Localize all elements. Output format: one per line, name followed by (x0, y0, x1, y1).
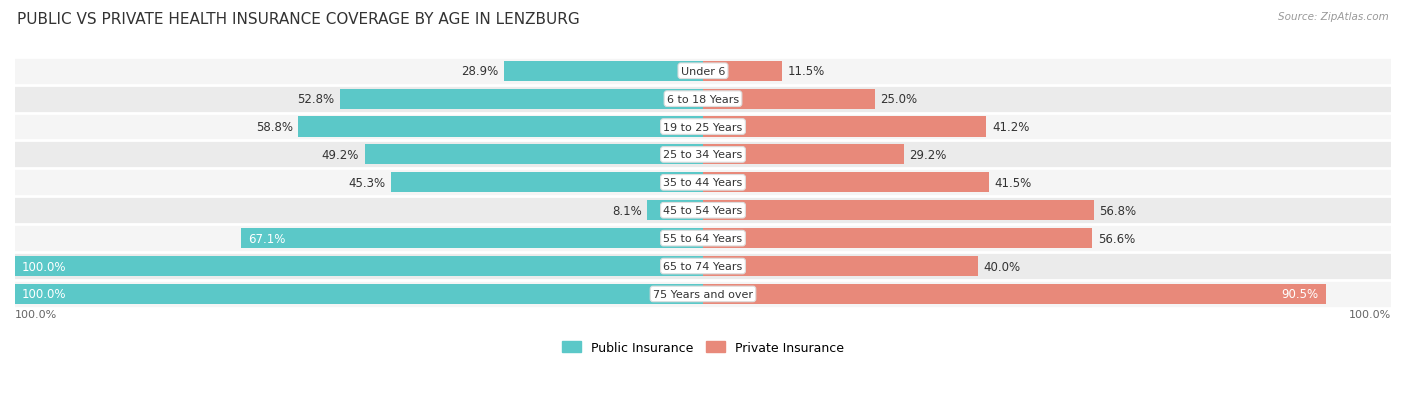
Bar (703, 89, 875, 109)
Text: 28.9%: 28.9% (461, 65, 499, 78)
Text: 90.5%: 90.5% (1282, 288, 1319, 301)
Text: 100.0%: 100.0% (15, 309, 58, 320)
Text: 25 to 34 Years: 25 to 34 Years (664, 150, 742, 160)
Bar (15, 141, 1391, 169)
Bar (15, 58, 1391, 85)
Text: 45 to 54 Years: 45 to 54 Years (664, 206, 742, 216)
Bar (364, 145, 703, 165)
Bar (15, 252, 1391, 280)
Text: Source: ZipAtlas.com: Source: ZipAtlas.com (1278, 12, 1389, 22)
Text: 8.1%: 8.1% (612, 204, 641, 217)
Bar (15, 256, 703, 276)
Text: 41.5%: 41.5% (994, 176, 1031, 190)
Bar (15, 197, 1391, 225)
Text: 100.0%: 100.0% (22, 260, 66, 273)
Bar (703, 62, 782, 82)
Bar (15, 225, 1391, 252)
Bar (703, 201, 1094, 221)
Bar (15, 113, 1391, 141)
Text: 75 Years and over: 75 Years and over (652, 289, 754, 299)
Bar (15, 85, 1391, 113)
Text: 58.8%: 58.8% (256, 121, 292, 134)
Text: 67.1%: 67.1% (249, 232, 285, 245)
Bar (298, 117, 703, 137)
Bar (703, 256, 979, 276)
Bar (505, 62, 703, 82)
Text: 52.8%: 52.8% (297, 93, 335, 106)
Text: 45.3%: 45.3% (349, 176, 385, 190)
Bar (15, 284, 703, 304)
Text: 40.0%: 40.0% (984, 260, 1021, 273)
Text: 11.5%: 11.5% (787, 65, 825, 78)
Bar (703, 284, 1326, 304)
Bar (340, 89, 703, 109)
Text: Under 6: Under 6 (681, 66, 725, 76)
Text: 100.0%: 100.0% (22, 288, 66, 301)
Text: 29.2%: 29.2% (910, 149, 946, 161)
Legend: Public Insurance, Private Insurance: Public Insurance, Private Insurance (557, 336, 849, 359)
Bar (703, 145, 904, 165)
Bar (703, 117, 987, 137)
Bar (703, 228, 1092, 249)
Bar (15, 280, 1391, 308)
Bar (15, 169, 1391, 197)
Bar (647, 201, 703, 221)
Text: 65 to 74 Years: 65 to 74 Years (664, 261, 742, 271)
Text: 56.6%: 56.6% (1098, 232, 1135, 245)
Text: 41.2%: 41.2% (993, 121, 1029, 134)
Text: 25.0%: 25.0% (880, 93, 918, 106)
Text: 56.8%: 56.8% (1099, 204, 1136, 217)
Text: 55 to 64 Years: 55 to 64 Years (664, 234, 742, 244)
Text: 100.0%: 100.0% (1348, 309, 1391, 320)
Text: 19 to 25 Years: 19 to 25 Years (664, 122, 742, 132)
Text: 35 to 44 Years: 35 to 44 Years (664, 178, 742, 188)
Text: 6 to 18 Years: 6 to 18 Years (666, 95, 740, 104)
Bar (703, 173, 988, 193)
Bar (242, 228, 703, 249)
Text: 49.2%: 49.2% (322, 149, 359, 161)
Text: PUBLIC VS PRIVATE HEALTH INSURANCE COVERAGE BY AGE IN LENZBURG: PUBLIC VS PRIVATE HEALTH INSURANCE COVER… (17, 12, 579, 27)
Bar (391, 173, 703, 193)
